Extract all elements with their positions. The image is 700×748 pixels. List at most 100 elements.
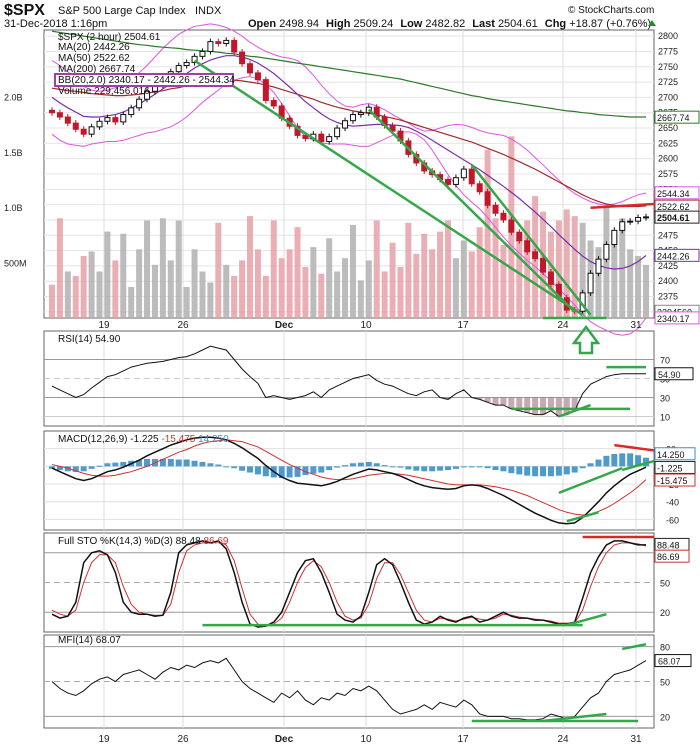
volume-bar-35 [326, 238, 333, 318]
volume-bar-8 [112, 260, 119, 318]
macd-tick-label-4: -60 [666, 515, 679, 525]
mfi-tick-label-0: 80 [660, 643, 670, 653]
rsi-tick-label-3: 10 [660, 413, 670, 423]
macd-trend-mid [558, 466, 623, 495]
last-value: 2504.61 [498, 18, 538, 30]
price-right-label-3: 2504.61 [657, 213, 690, 223]
x-label-mid-4: 17 [457, 320, 469, 331]
macd-title-hist: 14.250 [198, 434, 229, 445]
x-label-bottom-5: 24 [557, 734, 569, 745]
candle-body-0 [49, 109, 55, 114]
macd-hist-bar-9 [120, 462, 127, 467]
volume-bar-56 [492, 218, 499, 318]
x-label-mid-3: 10 [360, 320, 372, 331]
macd-hist-bar-47 [421, 466, 428, 472]
volume-bar-5 [88, 251, 95, 318]
volume-bar-49 [437, 231, 444, 318]
candle-body-25 [247, 63, 253, 74]
macd-hist-bar-2 [64, 466, 71, 472]
candle-body-59 [516, 231, 523, 242]
rsi-trend-line [558, 403, 591, 418]
candle-body-55 [484, 191, 491, 206]
macd-hist-bar-70 [603, 455, 610, 467]
macd-hist-bar-23 [231, 466, 238, 469]
candle-body-73 [627, 220, 634, 223]
macd-trend-high [621, 459, 655, 472]
volume-bar-69 [595, 247, 602, 318]
ma50-line [51, 79, 647, 208]
ma200-line [51, 30, 646, 118]
volume-bar-18 [191, 249, 198, 318]
volume-bar-44 [397, 267, 404, 318]
macd-hist-bar-45 [405, 466, 412, 470]
trendline-green-3 [470, 164, 592, 316]
volume-bar-65 [563, 209, 570, 318]
volume-bar-6 [96, 271, 103, 318]
volume-bar-23 [231, 275, 238, 318]
header-symbol: $SPX [4, 2, 45, 19]
x-label-bottom-2: Dec [275, 734, 294, 745]
header-ohlc: Open 2498.94 High 2509.24 Low 2482.82 La… [248, 18, 651, 30]
candle-body-62 [540, 258, 547, 273]
last-label: Last [472, 18, 495, 30]
volume-bar-7 [104, 231, 111, 318]
volume-bar-67 [579, 222, 586, 318]
x-label-mid-0: 19 [98, 320, 110, 331]
macd-hist-bar-61 [532, 466, 539, 477]
low-value: 2482.82 [425, 18, 465, 30]
candle-body-8 [112, 117, 119, 123]
mfi-line [51, 657, 647, 721]
price-tick-label-12: 2650 [658, 123, 678, 133]
macd-line [51, 436, 647, 525]
legend-bb-box [54, 73, 234, 87]
candle-body-12 [144, 90, 151, 100]
macd-hist-bar-33 [310, 466, 317, 474]
legend-volume: Volume 229,456,016 [58, 86, 150, 97]
rsi-right-box [654, 367, 694, 381]
sto-title: Full STO %K(14,3) %D(3) 88.48 86.69 [58, 536, 229, 547]
high-value: 2509.24 [354, 18, 394, 30]
sto-title-d: 86.69 [203, 536, 228, 547]
macd-hist-bar-32 [302, 466, 309, 476]
volume-bar-51 [452, 258, 459, 318]
macd-hist-bar-7 [104, 463, 111, 467]
macd-title-signal: -15.475 [161, 434, 195, 445]
volume-bar-30 [286, 249, 293, 318]
volume-bar-34 [318, 273, 325, 318]
volume-bar-11 [136, 249, 143, 318]
mfi-right-box [654, 654, 692, 668]
volume-bar-48 [429, 249, 436, 318]
candle-body-1 [56, 112, 63, 118]
macd-hist-bar-51 [452, 466, 459, 469]
macd-hist-bar-53 [468, 466, 475, 468]
x-label-mid-2: Dec [275, 320, 294, 331]
candle-body-43 [389, 125, 396, 132]
price-right-label-box-4 [654, 248, 700, 262]
macd-hist-bar-68 [587, 463, 594, 467]
x-label-bottom-6: 31 [630, 734, 642, 745]
open-label: Open [248, 18, 276, 30]
candle-body-58 [508, 219, 515, 233]
candle-body-22 [223, 39, 230, 44]
macd-hist-bar-12 [144, 458, 151, 467]
price-tick-label-15: 2725 [658, 77, 678, 87]
price-tick-label-10: 2600 [658, 154, 678, 164]
volume-tick-label-2: 1.0B [4, 203, 23, 213]
price-tick-label-1: 2375 [658, 292, 678, 302]
trendline-green-1 [193, 59, 584, 316]
price-right-label-box-0 [654, 110, 700, 124]
macd-title-macd: -1.225 [130, 434, 159, 445]
legend-ma20: MA(20) 2442.26 [58, 42, 130, 53]
macd-hist-bar-52 [460, 466, 467, 468]
candle-body-20 [207, 41, 214, 52]
legend-price: $SPX (2 hour) 2504.61 [58, 32, 161, 43]
price-tick-label-14: 2700 [658, 92, 678, 102]
macd-hist-bar-38 [349, 463, 356, 467]
high-label: High [326, 18, 351, 30]
legend-bb: BB(20,2.0) 2340.17 - 2442.26 - 2544.34 [58, 75, 235, 86]
header-date: 31-Dec-2018 1:16pm [4, 18, 107, 30]
candle-body-75 [643, 216, 649, 219]
low-label: Low [400, 18, 422, 30]
candle-body-3 [72, 122, 79, 130]
volume-tick-label-1: 1.5B [4, 148, 23, 158]
